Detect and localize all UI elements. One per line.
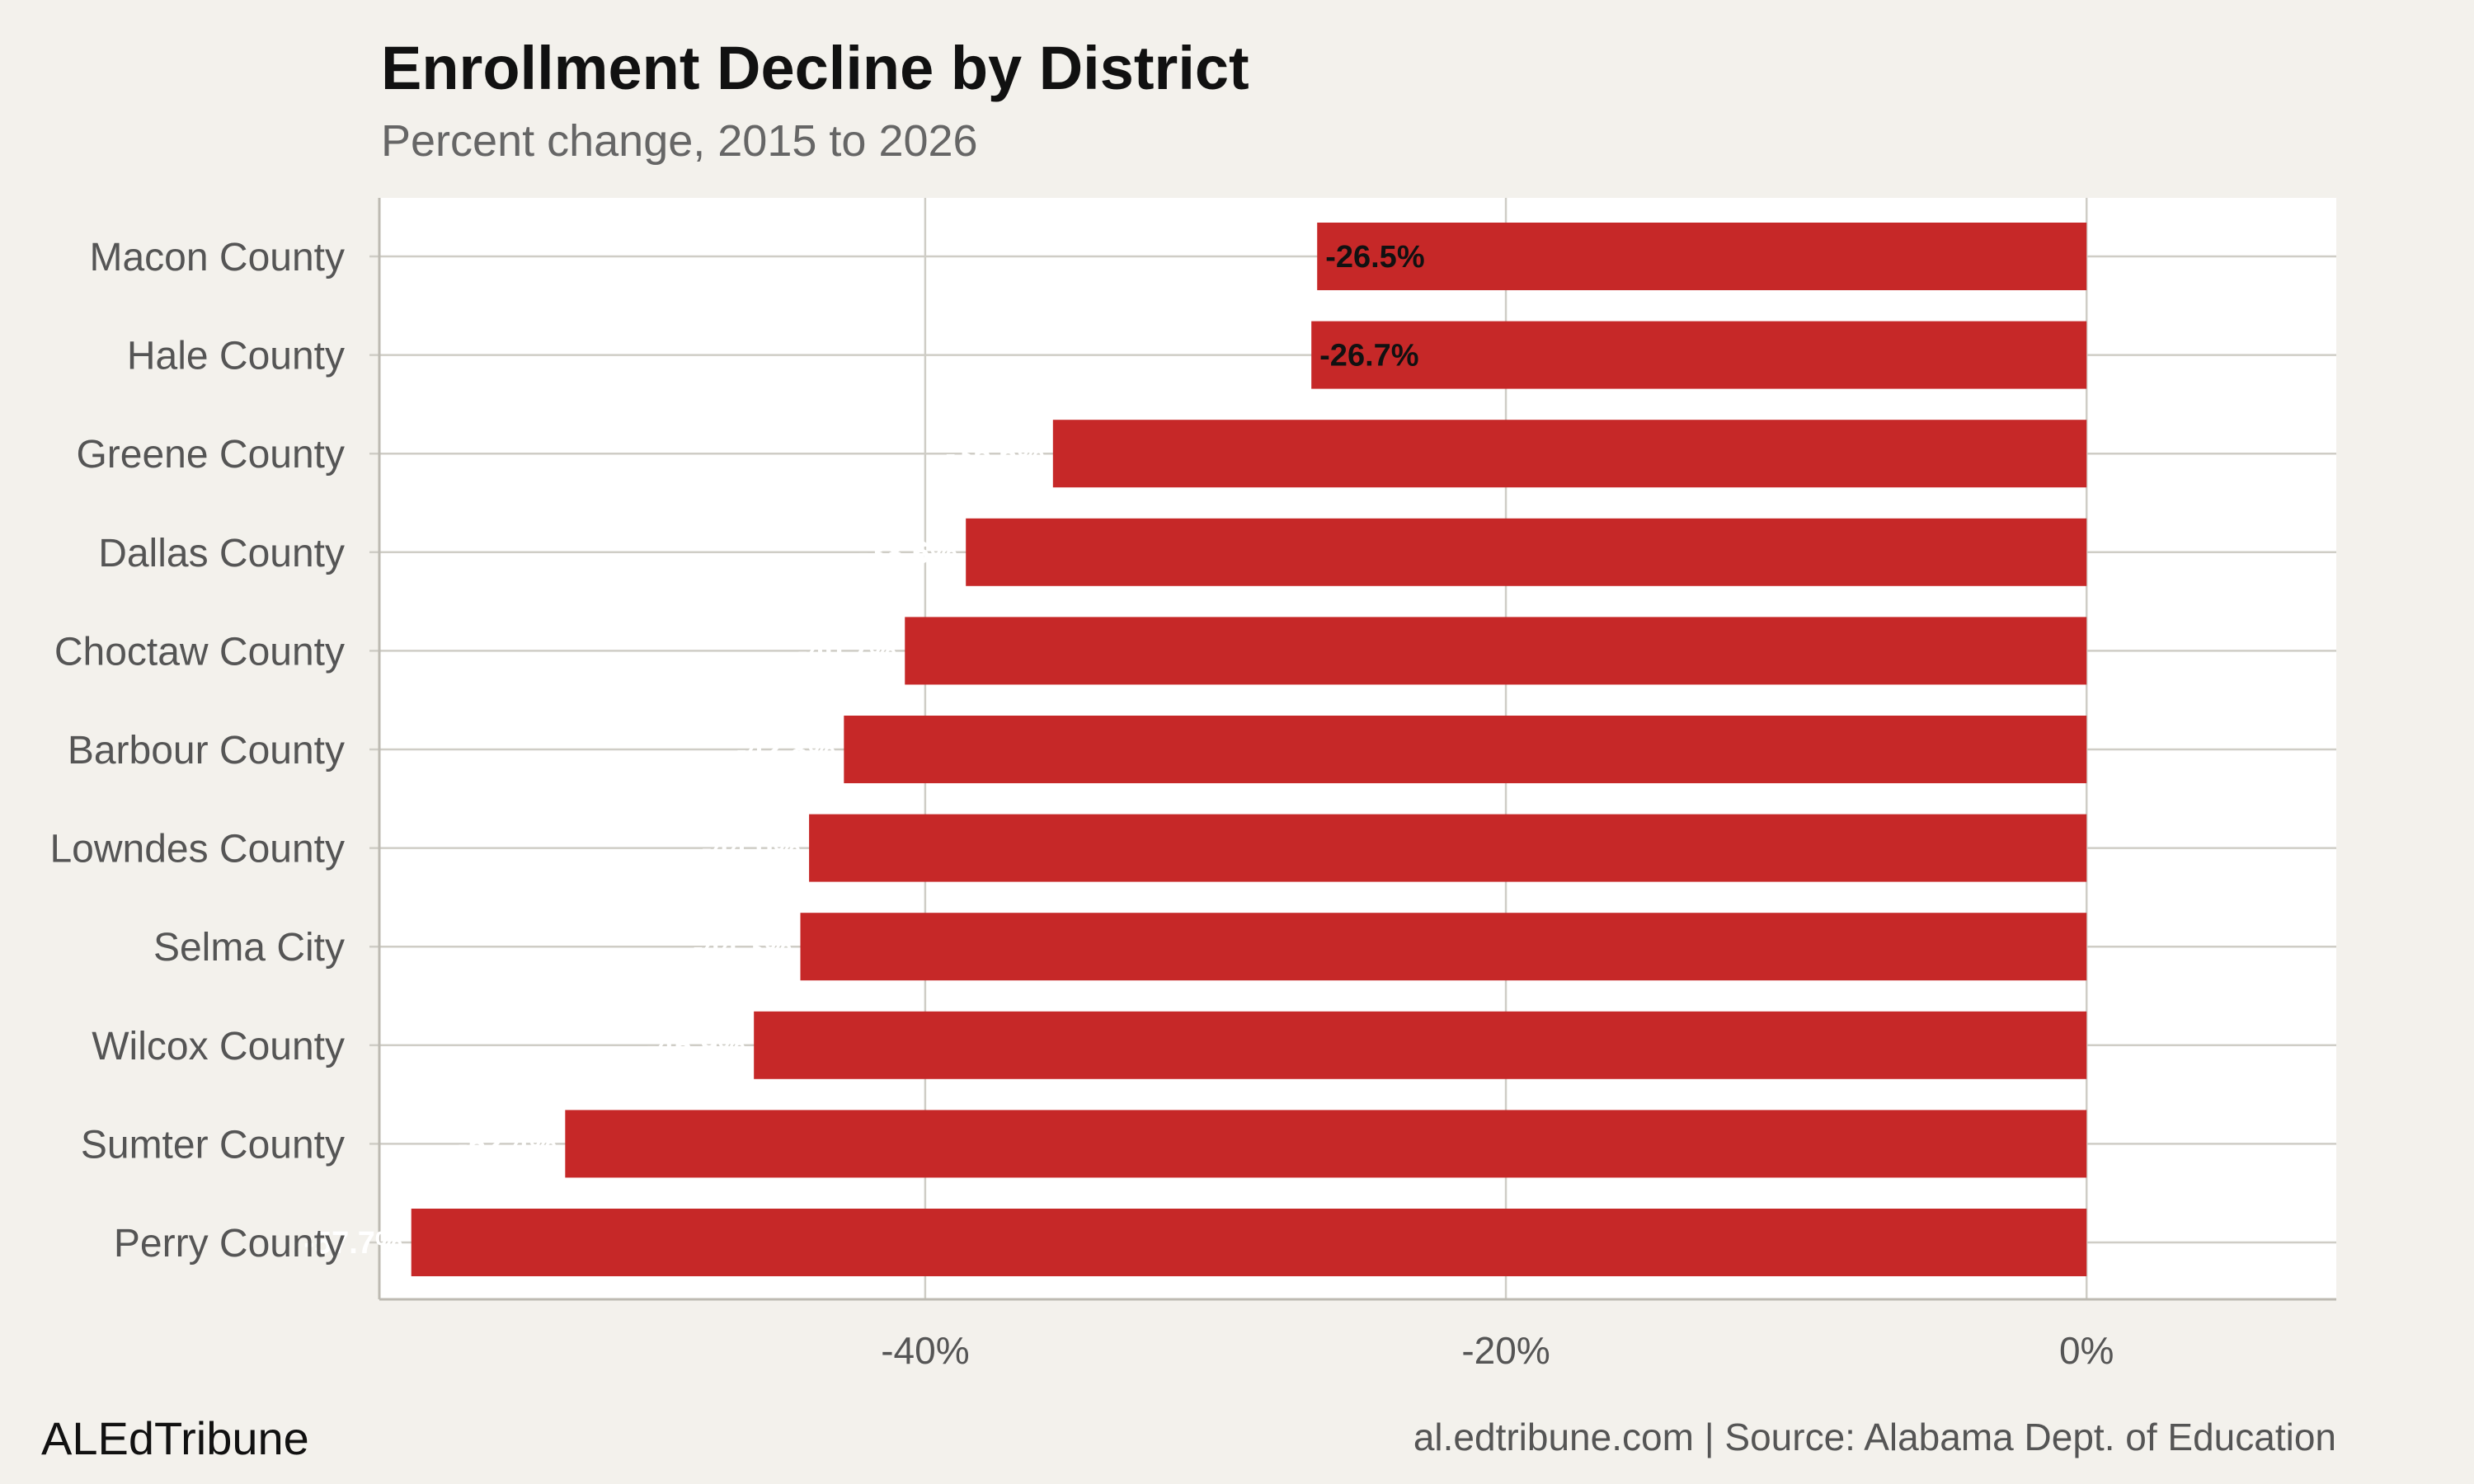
bar-barbour-county [844, 716, 2087, 783]
category-label: Greene County [76, 433, 345, 477]
chart-title: Enrollment Decline by District [381, 34, 1249, 102]
brand-logo: ALEdTribune [41, 1412, 309, 1464]
value-label: -26.5% [1325, 240, 1424, 275]
bar-choctaw-county [905, 617, 2087, 685]
category-label: Selma City [153, 926, 345, 970]
source-credit: al.edtribune.com | Source: Alabama Dept.… [1413, 1416, 2336, 1458]
x-tick-label: -40% [881, 1329, 969, 1372]
bar-lowndes-county [809, 814, 2087, 882]
bar-hale-county [1311, 321, 2087, 389]
value-label: -40.7% [797, 634, 896, 669]
category-label: Perry County [114, 1222, 345, 1266]
bar-wilcox-county [754, 1011, 2087, 1079]
bar-perry-county [411, 1209, 2087, 1276]
category-label: Choctaw County [54, 630, 345, 674]
value-label: -42.8% [736, 733, 835, 768]
value-label: -45.9% [647, 1029, 745, 1064]
category-label: Dallas County [98, 532, 345, 575]
value-label: -44.0% [702, 832, 801, 866]
category-label: Lowndes County [49, 828, 345, 871]
value-label: -26.7% [1319, 339, 1418, 373]
bar-sumter-county [565, 1110, 2087, 1178]
category-label: Wilcox County [92, 1025, 345, 1068]
value-label: -52.4% [458, 1127, 557, 1162]
category-label: Macon County [90, 236, 346, 279]
bar-dallas-county [966, 518, 2087, 586]
value-label: -38.6% [858, 536, 957, 571]
category-label: Hale County [127, 335, 345, 378]
bar-macon-county [1317, 223, 2087, 290]
category-label: Barbour County [68, 729, 345, 773]
x-tick-label: 0% [2059, 1329, 2114, 1372]
category-label: Sumter County [81, 1123, 345, 1167]
value-label: -44.3% [693, 930, 792, 965]
chart-subtitle: Percent change, 2015 to 2026 [381, 116, 978, 166]
bar-greene-county [1052, 420, 2087, 488]
value-label: -57.7% [303, 1226, 402, 1261]
x-tick-label: -20% [1461, 1329, 1550, 1372]
bar-selma-city [800, 913, 2087, 981]
value-label: -35.6% [945, 437, 1044, 472]
